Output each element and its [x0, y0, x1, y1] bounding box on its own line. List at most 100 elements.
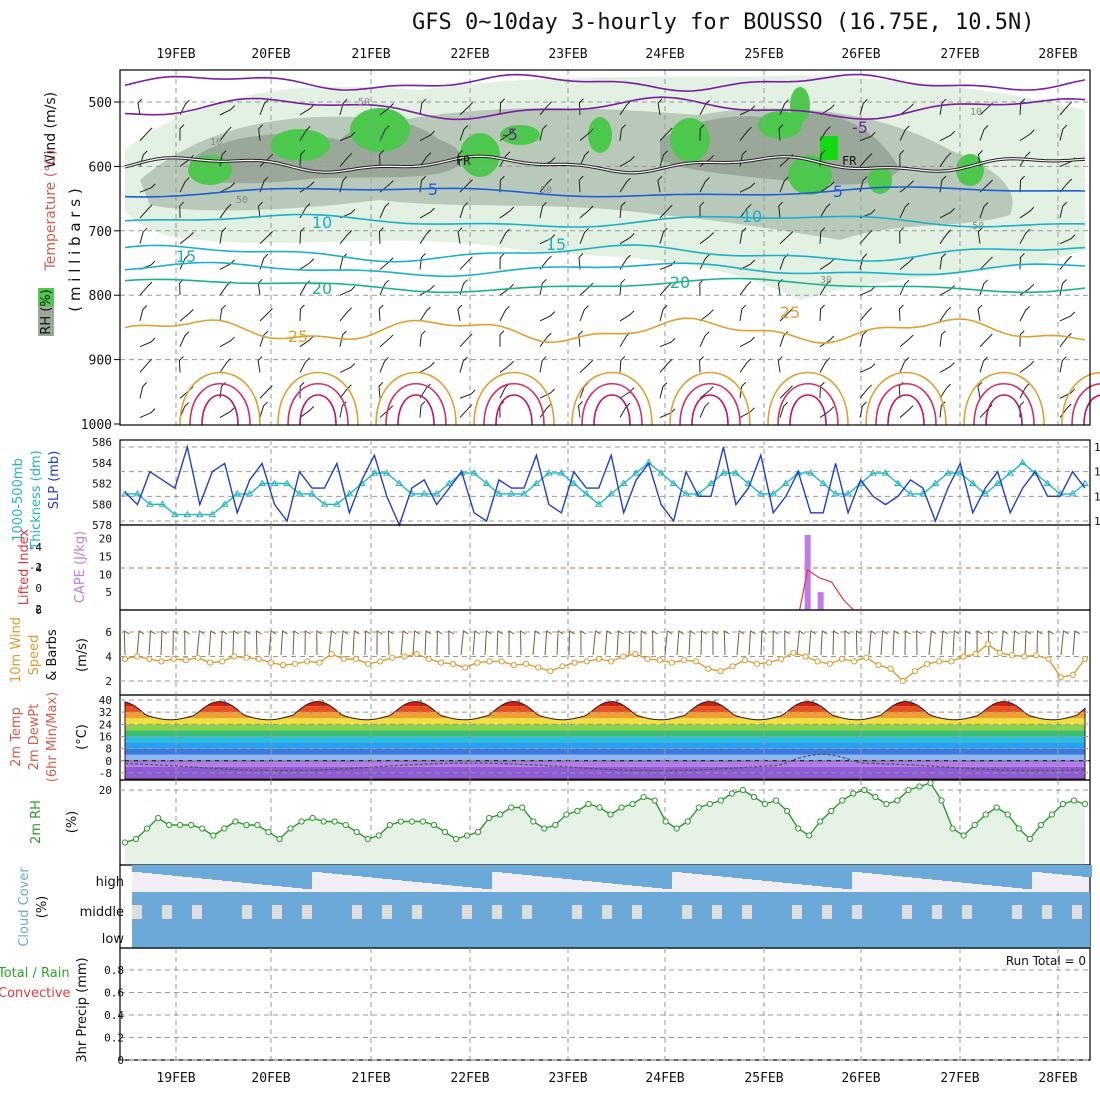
wind-barb [657, 176, 663, 193]
wind-barb [339, 401, 347, 418]
wind10-speed-series-point [620, 653, 627, 660]
wind-barb [378, 304, 384, 321]
wind-barb [939, 152, 952, 167]
wind10-barb [820, 630, 828, 656]
wind10-speed-series-point [814, 658, 821, 665]
thickness-series-point [682, 489, 690, 497]
thickness-axis-label-2: Thickness (dm) [29, 450, 44, 550]
thickness-series-point [333, 500, 341, 507]
rh2m-series-point [1004, 811, 1011, 818]
dewpt-axis-label: 2m DewPt [27, 704, 42, 771]
wind-barb [977, 304, 983, 322]
precip-total-label: Total / Rain [0, 966, 70, 981]
temp-band [125, 718, 1085, 725]
wind10-speed-series-point [753, 660, 760, 667]
wind-barb [379, 150, 384, 167]
cloud-high-bar [232, 865, 242, 882]
thickness-series-point [669, 479, 678, 486]
cloud-mid-gap [1012, 905, 1022, 919]
thickness-series-point [220, 500, 229, 507]
wind10-barb [532, 630, 541, 656]
wind-barb [378, 381, 384, 399]
rh2m-series-point [618, 804, 625, 811]
wind-barb [459, 333, 473, 348]
thickness-tick: 580 [92, 498, 112, 511]
wind10-speed-series-point [535, 664, 542, 671]
rh-area-max [820, 136, 838, 160]
cloud-high-bar [1022, 865, 1032, 889]
thickness-series-point [657, 469, 665, 476]
wind-barb [977, 382, 983, 399]
pressure-tick: 700 [89, 225, 112, 240]
wind10-barb [412, 630, 420, 656]
wind10-barb [184, 630, 190, 656]
wind-barb [899, 125, 910, 141]
wind-barb [899, 357, 910, 373]
cloud-high-bar [952, 865, 962, 882]
wind10-speed-series-point [510, 661, 517, 669]
pressure-tick: 900 [89, 354, 112, 369]
cloud-mid-gap [932, 905, 942, 919]
wind-barb [939, 253, 947, 270]
cloud-high-bar [812, 865, 822, 886]
thickness-series-point [370, 469, 379, 476]
rh-axis-label: RH (%) [39, 289, 54, 334]
wind10-barb [123, 630, 130, 656]
thickness-series-point [806, 469, 815, 476]
cloud-high-bar [872, 865, 882, 874]
cloud-mid-gap [242, 905, 252, 919]
minmax-axis-label: (6hr Min/Max) [45, 692, 60, 782]
wind10-speed-series-point [474, 659, 481, 666]
wind-barb [179, 124, 185, 141]
wind10-barb [136, 630, 145, 656]
wind-barb [699, 309, 714, 322]
thickness-series-point [320, 500, 329, 507]
wind-barb [899, 334, 914, 348]
thickness-series-point [1006, 469, 1015, 476]
rh-area-high [588, 117, 612, 153]
wind10-axis-label: 10m Wind [9, 617, 24, 683]
wind-barb [259, 153, 274, 167]
wind-barb [1059, 234, 1076, 245]
date-label-top: 24FEB [645, 47, 684, 62]
cloud-high-bar [962, 865, 972, 883]
cloud-high-bar [142, 865, 152, 873]
cloud-mid-gap [902, 905, 912, 919]
wind-barb [899, 227, 904, 244]
wind-barb [539, 124, 548, 141]
wind-barb [339, 131, 356, 142]
wind-barb [539, 403, 552, 418]
isotherm-extra [124, 261, 1086, 278]
rh2m-series-point [894, 797, 901, 804]
rh2m-series-point [1059, 800, 1067, 808]
wind10-barb [424, 630, 432, 656]
surface-loop [1083, 394, 1100, 426]
thickness-series-point [607, 489, 616, 497]
wind-barb [859, 286, 876, 296]
cloud-high-bar [1072, 865, 1082, 876]
rh2m-series-point [419, 818, 427, 825]
wind10-speed-series-point [437, 659, 445, 666]
rh2m-series-point [353, 828, 360, 836]
li-tick: 4 [35, 562, 42, 575]
cloud-high-bar [1002, 865, 1012, 887]
cloud-high-bar [982, 865, 992, 885]
thickness-series-point [495, 489, 503, 497]
wind-barb [1059, 201, 1068, 219]
cape-bar [817, 592, 824, 610]
thickness-series-point [943, 469, 952, 476]
wind-barb [259, 176, 269, 193]
wind10-barb [148, 630, 156, 656]
wind-barb [578, 253, 584, 270]
wind10-speed-series-point [729, 663, 736, 670]
wind-barb [259, 99, 269, 116]
wind10-speed-series-point [377, 658, 384, 665]
cape-tick: 20 [99, 533, 112, 546]
wind-barb [739, 407, 755, 418]
thickness-series-point [208, 510, 217, 518]
wind-barb [739, 304, 747, 322]
precip-tick: 0.4 [104, 1009, 124, 1022]
surface-isotherm-loops [179, 371, 1100, 426]
wind-barb [619, 402, 631, 418]
date-label-bottom: 27FEB [940, 1071, 979, 1086]
